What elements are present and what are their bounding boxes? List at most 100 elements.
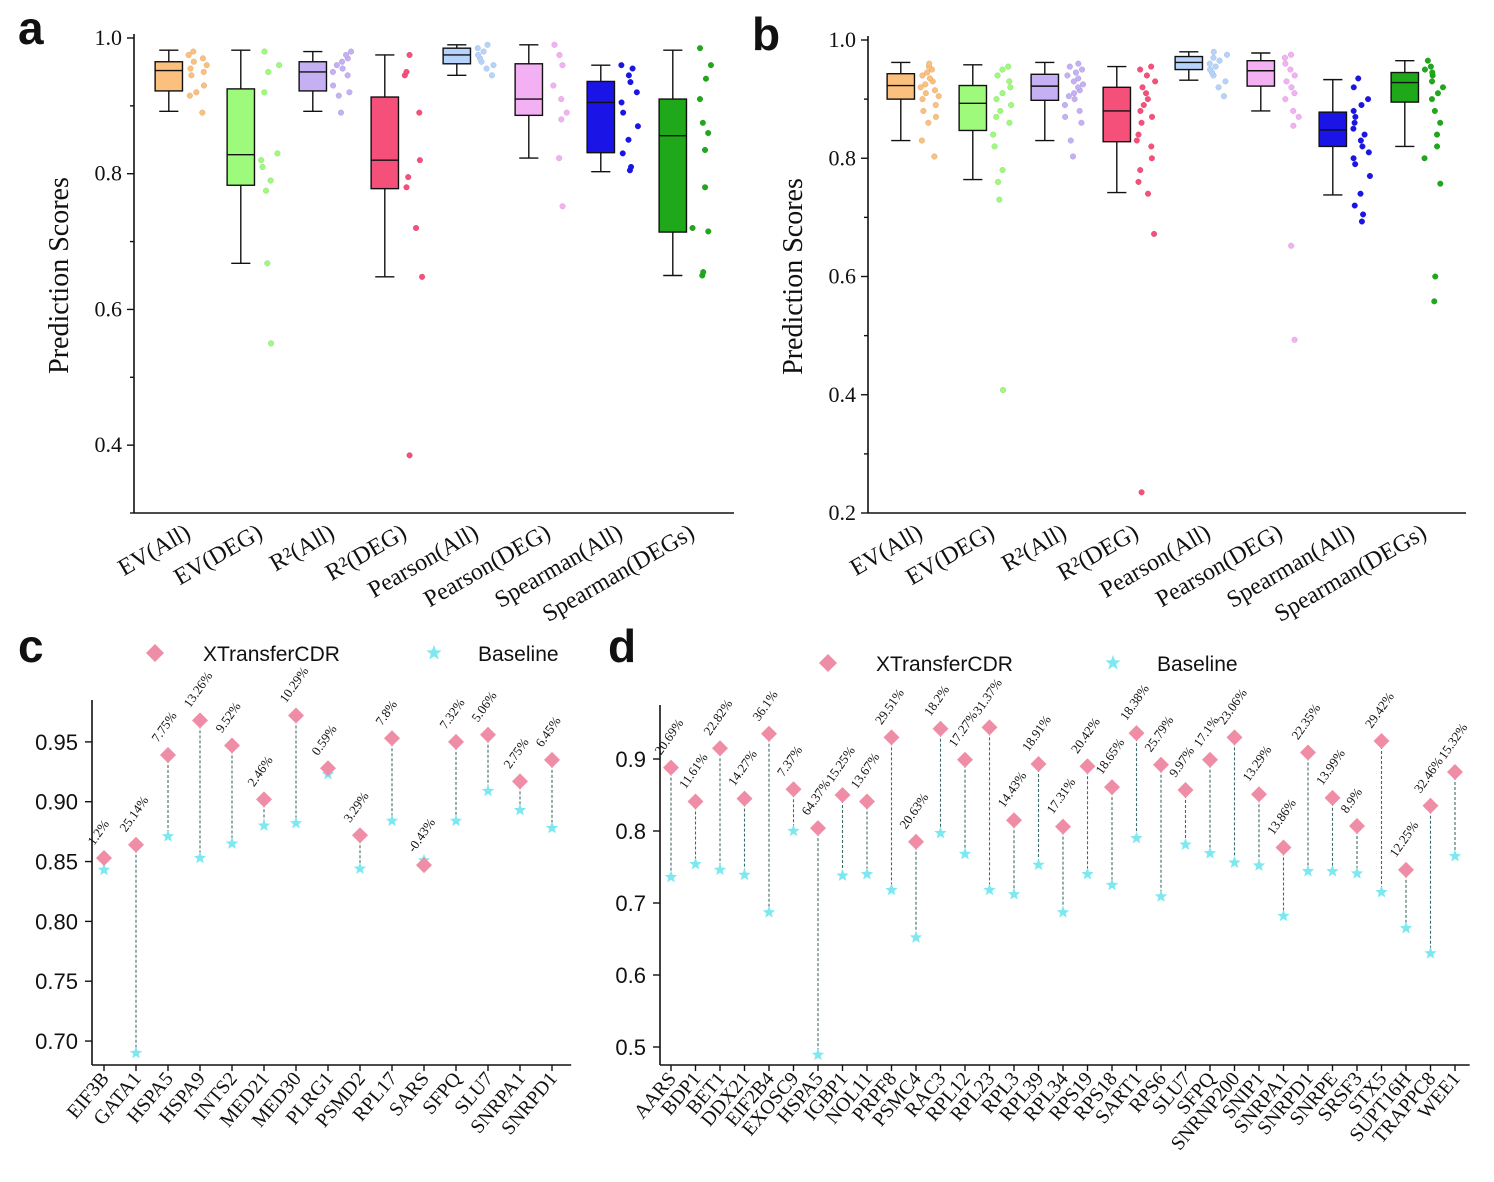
baseline-point: [860, 867, 874, 880]
data-point: [1291, 72, 1298, 79]
data-point: [1007, 84, 1014, 91]
data-point: [264, 260, 271, 267]
xtransfercdr-point: [932, 720, 949, 737]
box-body: [1030, 73, 1060, 102]
improvement-label: 11.61%: [676, 750, 711, 791]
data-point: [1287, 66, 1294, 73]
data-point: [200, 82, 207, 89]
improvement-label: 29.51%: [872, 686, 907, 728]
y-tick-label: 0.70: [35, 1029, 78, 1054]
data-point: [348, 48, 355, 55]
legend-baseline-marker: [1105, 655, 1121, 670]
y-tick-label: 0.80: [35, 909, 78, 934]
data-point: [550, 82, 557, 89]
data-point: [1067, 137, 1074, 144]
xtransfercdr-point: [544, 751, 560, 768]
baseline-point: [811, 1048, 825, 1061]
data-point: [1291, 90, 1298, 97]
data-point: [994, 72, 1001, 79]
improvement-label: 25.79%: [1141, 713, 1176, 755]
baseline-point: [1154, 890, 1168, 902]
baseline-point: [1326, 864, 1339, 877]
data-point: [705, 129, 712, 136]
data-point: [1222, 78, 1229, 85]
xtransfercdr-point: [1177, 781, 1194, 798]
box-body: [1390, 71, 1420, 103]
panel-letter-c: c: [18, 620, 44, 672]
data-point: [1287, 51, 1294, 58]
xtransfercdr-point: [1251, 786, 1267, 803]
data-point: [1351, 119, 1358, 126]
data-point: [1434, 90, 1441, 97]
data-point: [625, 136, 632, 143]
data-point: [1075, 75, 1082, 82]
data-point: [707, 62, 714, 69]
improvement-label: 13.26%: [180, 668, 215, 710]
data-point: [697, 45, 704, 52]
baseline-point: [1301, 864, 1315, 877]
data-point: [558, 116, 565, 123]
data-point: [335, 92, 342, 99]
data-point: [185, 51, 192, 58]
data-point: [1351, 202, 1358, 209]
baseline-point: [1032, 858, 1045, 871]
data-point: [276, 62, 283, 69]
box-body: [958, 84, 988, 132]
box-body: [442, 47, 472, 65]
data-point: [1437, 119, 1444, 126]
improvement-label: 2.46%: [244, 753, 276, 789]
data-point: [475, 51, 482, 58]
xtransfercdr-point: [1202, 751, 1218, 768]
improvement-label: 25.14%: [116, 793, 151, 835]
baseline-point: [836, 869, 849, 881]
data-point: [1071, 96, 1078, 103]
data-point: [559, 62, 566, 69]
box-body: [1102, 86, 1132, 143]
baseline-point: [193, 851, 207, 864]
data-point: [190, 48, 197, 55]
xtransfercdr-point: [712, 740, 728, 757]
data-point: [935, 93, 942, 100]
data-point: [926, 75, 933, 82]
data-point: [333, 62, 340, 69]
baseline-point: [1007, 887, 1021, 900]
xtransfercdr-point: [256, 791, 272, 808]
improvement-label: 14.27%: [725, 747, 760, 789]
xtransfercdr-point: [512, 773, 528, 790]
xtransfercdr-point: [1128, 725, 1145, 742]
data-point: [699, 119, 706, 126]
data-point: [926, 60, 933, 67]
baseline-point: [1424, 946, 1437, 959]
xtransfercdr-point: [981, 719, 998, 736]
data-point: [1424, 57, 1431, 64]
box-body: [586, 80, 616, 154]
improvement-label: -0.43%: [404, 815, 438, 855]
data-point: [1072, 69, 1079, 76]
data-point: [346, 89, 353, 96]
xtransfercdr-point: [908, 833, 924, 850]
data-point: [1361, 131, 1368, 138]
data-point: [416, 109, 423, 116]
xtransfercdr-point: [416, 857, 432, 874]
data-point: [1223, 51, 1230, 58]
data-point: [919, 72, 926, 79]
y-tick-label: 0.4: [95, 432, 123, 457]
data-point: [1365, 149, 1372, 156]
data-point: [1439, 84, 1446, 91]
legend-baseline-marker: [426, 645, 442, 660]
data-point: [702, 184, 709, 191]
baseline-point: [1179, 838, 1192, 850]
improvement-label: 64.37%: [798, 776, 833, 818]
data-point: [1283, 78, 1290, 85]
data-point: [1062, 113, 1069, 120]
data-point: [490, 62, 497, 69]
data-point: [261, 89, 268, 96]
data-point: [1006, 78, 1013, 85]
y-tick-label: 0.6: [95, 296, 123, 321]
improvement-label: 20.63%: [896, 790, 931, 832]
improvement-label: 12.25%: [1386, 818, 1421, 860]
data-point: [619, 150, 626, 157]
data-point: [188, 72, 195, 79]
panel-d-scatter: 0.5 0.6 0.7 0.8 0.9 XTransferCDR Baseline 20.69…: [615, 653, 1470, 1155]
